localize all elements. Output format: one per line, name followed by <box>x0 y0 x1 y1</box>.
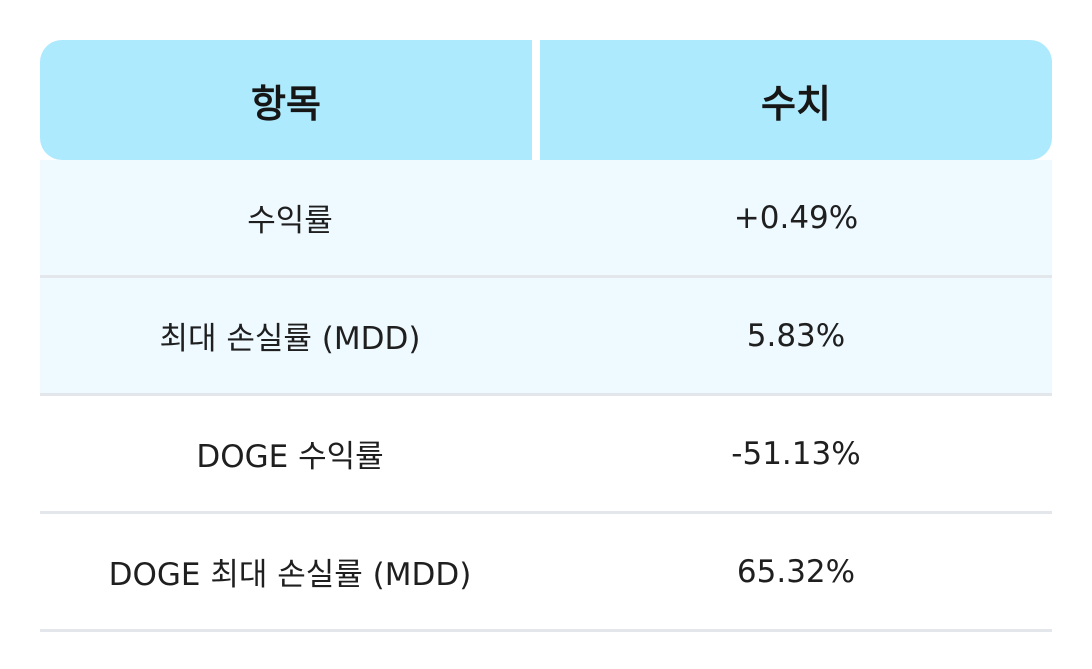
table-row: 최대 손실률 (MDD) 5.83% <box>40 278 1052 396</box>
header-value: 수치 <box>540 40 1052 160</box>
row-label: DOGE 최대 손실률 (MDD) <box>40 514 540 632</box>
table-header-row: 항목 수치 <box>40 40 1052 160</box>
row-value: +0.49% <box>540 160 1052 278</box>
header-item: 항목 <box>40 40 540 160</box>
row-label: 수익률 <box>40 160 540 278</box>
results-table: 항목 수치 수익률 +0.49% 최대 손실률 (MDD) 5.83% DOGE… <box>40 40 1052 632</box>
row-value: 5.83% <box>540 278 1052 396</box>
table-row: DOGE 최대 손실률 (MDD) 65.32% <box>40 514 1052 632</box>
table-row: DOGE 수익률 -51.13% <box>40 396 1052 514</box>
table-row: 수익률 +0.49% <box>40 160 1052 278</box>
results-table-container: 항목 수치 수익률 +0.49% 최대 손실률 (MDD) 5.83% DOGE… <box>40 40 1052 632</box>
row-value: 65.32% <box>540 514 1052 632</box>
row-label: DOGE 수익률 <box>40 396 540 514</box>
row-label: 최대 손실률 (MDD) <box>40 278 540 396</box>
row-value: -51.13% <box>540 396 1052 514</box>
